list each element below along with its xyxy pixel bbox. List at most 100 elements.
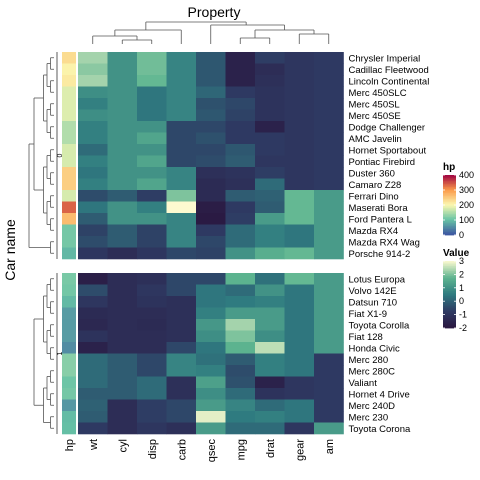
row-label: Fiat X1-9 <box>349 309 388 320</box>
legend-gradient-step <box>443 223 456 225</box>
legend-gradient-step <box>443 217 456 219</box>
heatmap-cell <box>166 86 197 99</box>
heatmap-cell <box>196 319 226 331</box>
heatmap-cell <box>107 121 138 133</box>
row-label: Cadillac Fleetwood <box>349 65 429 76</box>
hp-annotation-cell <box>62 353 76 366</box>
heatmap-cell <box>78 422 108 435</box>
heatmap-cell <box>137 422 167 435</box>
heatmap-cell <box>196 75 226 87</box>
heatmap-cell <box>225 201 256 214</box>
heatmap-cell <box>137 201 167 214</box>
heatmap-cell <box>78 247 108 260</box>
legend-gradient-step <box>443 272 456 275</box>
heatmap-cell <box>78 121 108 133</box>
heatmap-cell <box>225 422 256 435</box>
legend-gradient-step <box>443 326 456 329</box>
legend-gradient-step <box>443 311 456 314</box>
legend-gradient-step <box>443 267 456 270</box>
legend-tick-label: 200 <box>459 200 474 210</box>
heatmap-cell <box>78 399 108 412</box>
row-label: Merc 450SL <box>349 99 400 110</box>
hp-annotation-cell <box>62 144 76 156</box>
legend-gradient-step <box>443 324 456 327</box>
row-label: Mazda RX4 Wag <box>349 237 420 248</box>
heatmap-cell <box>255 247 285 260</box>
heatmap-cell <box>225 167 256 179</box>
heatmap-cell <box>255 167 285 179</box>
hp-annotation-cell <box>62 365 76 377</box>
heatmap-cell <box>314 121 344 133</box>
row-label: Camaro Z28 <box>349 180 402 191</box>
heatmap-cell <box>314 330 344 343</box>
legend-tick-label: 0 <box>459 230 464 240</box>
heatmap-cell <box>137 388 167 400</box>
heatmap-cell <box>314 422 344 435</box>
heatmap-cell <box>78 273 108 285</box>
heatmap-cell <box>107 296 138 308</box>
heatmap-cell <box>225 178 256 191</box>
legend-gradient-step <box>443 284 456 287</box>
heatmap-cell <box>225 155 256 168</box>
heatmap-cell <box>196 201 226 214</box>
heatmap-cell <box>196 86 226 99</box>
legend-gradient-step <box>443 194 456 197</box>
row-label: Fiat 128 <box>349 332 383 343</box>
heatmap-cell <box>196 411 226 423</box>
heatmap-cell <box>78 411 108 423</box>
legend-gradient-step <box>443 197 456 200</box>
heatmap-cell <box>314 296 344 308</box>
heatmap-cell <box>225 353 256 366</box>
heatmap-cell <box>284 86 315 99</box>
legend-gradient-step <box>443 319 456 322</box>
heatmap-cell <box>255 319 285 331</box>
heatmap-cell <box>196 190 226 202</box>
heatmap-cell <box>225 213 256 225</box>
legend-gradient-step <box>443 191 456 194</box>
legend-gradient-step <box>443 271 456 274</box>
legend-tick-label: 0 <box>459 296 464 306</box>
legend-tick-label: 3 <box>459 256 464 266</box>
heatmap-cell <box>255 98 285 110</box>
heatmap-cell <box>225 63 256 76</box>
heatmap-cell <box>314 342 344 354</box>
column-label: am <box>324 439 336 454</box>
chart-title: Property <box>188 4 241 20</box>
legend-gradient-step <box>443 292 456 295</box>
heatmap-cell <box>166 319 197 331</box>
heatmap-cell <box>284 63 315 76</box>
row-label: Chrysler Imperial <box>349 53 421 64</box>
heatmap-cell <box>284 422 315 435</box>
legend-gradient-step <box>443 286 456 289</box>
heatmap-cell <box>255 190 285 202</box>
heatmap-cell <box>284 52 315 64</box>
heatmap-cell <box>255 296 285 308</box>
heatmap-cell <box>196 342 226 354</box>
heatmap-cell <box>137 399 167 412</box>
legend-gradient-step <box>443 220 456 222</box>
legend-tick-label: 300 <box>459 185 474 195</box>
heatmap-cell <box>196 132 226 145</box>
legend-gradient-step <box>443 190 456 192</box>
heatmap-cell <box>78 353 108 366</box>
heatmap-cell <box>78 213 108 225</box>
heatmap-cell <box>255 353 285 366</box>
heatmap-cell <box>196 284 226 297</box>
column-dendrogram <box>92 21 330 44</box>
heatmap-cell <box>314 109 344 122</box>
heatmap-cell <box>137 178 167 191</box>
heatmap-cell <box>166 342 197 354</box>
heatmap-cell <box>78 236 108 248</box>
heatmap-cell <box>166 296 197 308</box>
heatmap-cell <box>137 284 167 297</box>
hp-annotation-cell <box>62 411 76 423</box>
hp-annotation-cell <box>62 98 76 110</box>
hp-annotation-cell <box>62 284 76 297</box>
heatmap-cell <box>78 330 108 343</box>
heatmap-cell <box>78 132 108 145</box>
heatmap-cell <box>314 132 344 145</box>
heatmap-cell <box>225 296 256 308</box>
heatmap-cell <box>255 236 285 248</box>
heatmap-cell <box>225 86 256 99</box>
